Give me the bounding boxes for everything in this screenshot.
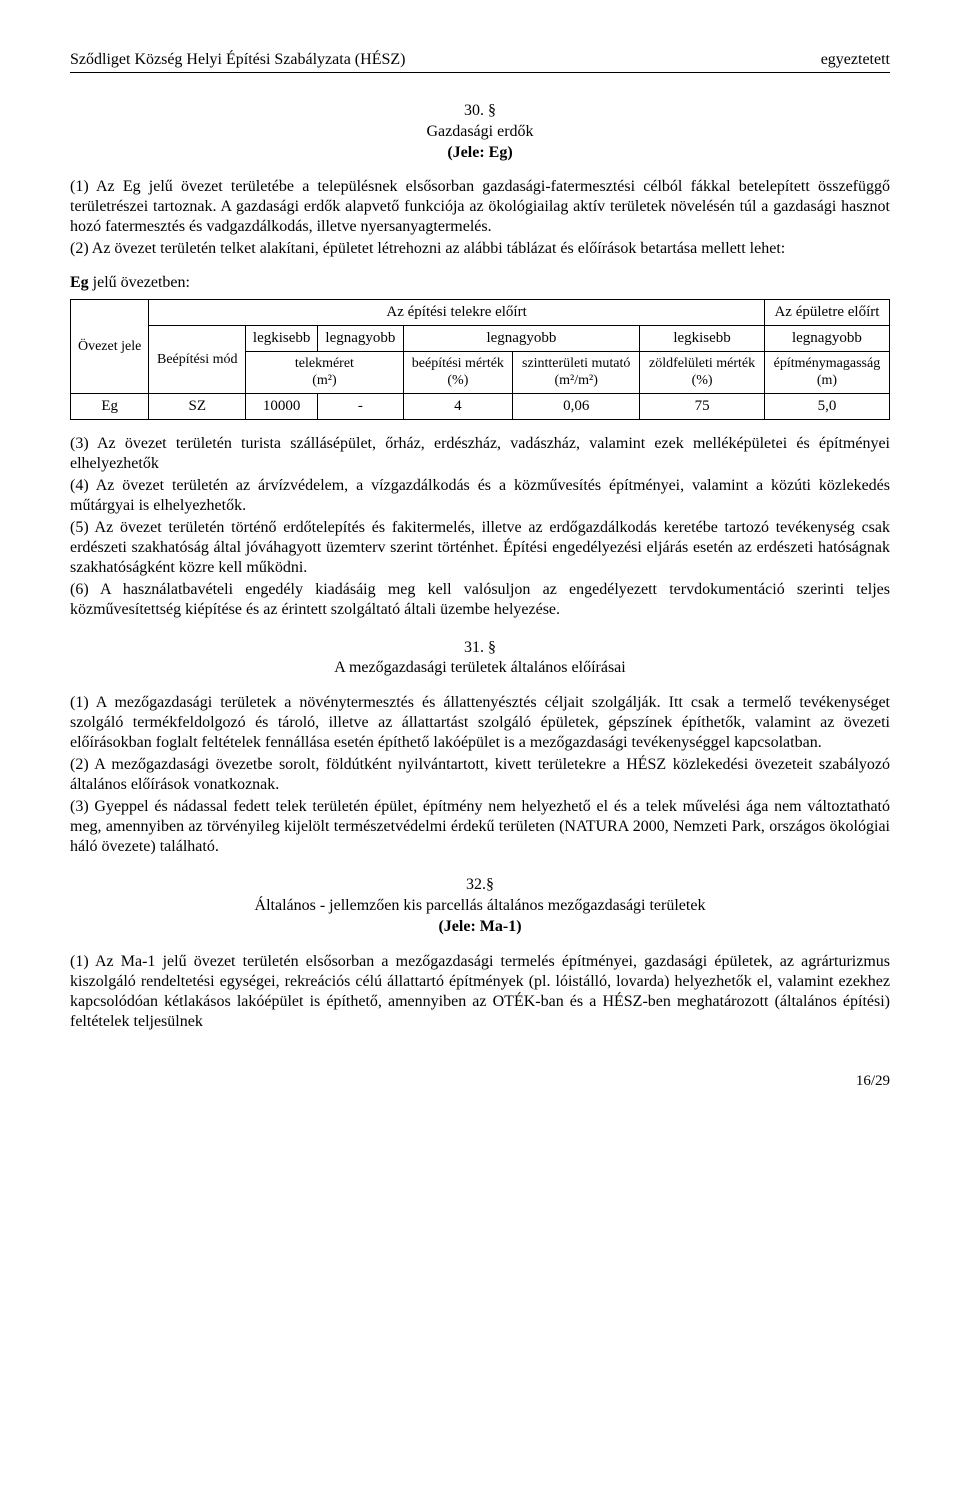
zone-table-eg: Övezet jele Az építési telekre előírt Az…	[70, 299, 890, 419]
col-legkisebb-2: legkisebb	[640, 326, 765, 352]
cell-zold-min: 75	[640, 393, 765, 419]
section-title-line1: Általános - jellemzően kis parcellás ált…	[70, 896, 890, 917]
telekmeret-label: telekméret	[295, 356, 354, 371]
col-beepitesi-mod: Beépítési mód	[149, 326, 246, 394]
col-beepitesi-mertek: beépítési mérték (%)	[403, 351, 512, 393]
telekmeret-unit: (m²)	[312, 373, 336, 388]
col-szintteruleti: szintterületi mutató (m²/m²)	[513, 351, 640, 393]
col-legnagyobb-3: legnagyobb	[764, 326, 889, 352]
table-caption-text: jelű övezetben:	[89, 274, 190, 291]
szint-label: szintterületi mutató	[522, 356, 630, 371]
cell-jele: Eg	[71, 393, 149, 419]
cell-szint: 0,06	[513, 393, 640, 419]
section-number: 31. §	[70, 638, 890, 659]
section-title-line1: Gazdasági erdők	[70, 122, 890, 143]
table-row: Eg SZ 10000 - 4 0,06 75 5,0	[71, 393, 890, 419]
table-caption-code: Eg	[70, 274, 89, 291]
col-legnagyobb-1: legnagyobb	[318, 326, 403, 352]
col-legnagyobb-2: legnagyobb	[403, 326, 640, 352]
section-31-heading: 31. § A mezőgazdasági területek általáno…	[70, 638, 890, 680]
s31-para-3: (3) Gyeppel és nádassal fedett telek ter…	[70, 797, 890, 857]
page-header: Sződliget Község Helyi Építési Szabályza…	[70, 50, 890, 73]
s30-para-5: (5) Az övezet területén történő erdőtele…	[70, 518, 890, 578]
s32-para-1: (1) Az Ma-1 jelű övezet területén elsőso…	[70, 952, 890, 1032]
zold-unit: (%)	[692, 373, 713, 388]
cell-mod: SZ	[149, 393, 246, 419]
section-title: A mezőgazdasági területek általános előí…	[70, 658, 890, 679]
cell-telek-min: 10000	[246, 393, 318, 419]
szint-unit: (m²/m²)	[554, 373, 597, 388]
beep-label: beépítési mérték	[412, 356, 504, 371]
zold-label: zöldfelületi mérték	[649, 356, 755, 371]
mag-unit: (m)	[817, 373, 837, 388]
table-caption: Eg jelű övezetben:	[70, 273, 890, 293]
section-title-line2: (Jele: Ma-1)	[70, 917, 890, 938]
col-epuletre: Az épületre előírt	[764, 300, 889, 326]
col-zoldfeluleti: zöldfelületi mérték (%)	[640, 351, 765, 393]
page-number: 16/29	[70, 1072, 890, 1091]
header-right: egyeztetett	[821, 50, 890, 70]
mag-label: építménymagasság	[774, 356, 881, 371]
cell-telek-max: -	[318, 393, 403, 419]
beep-unit: (%)	[447, 373, 468, 388]
s31-para-2: (2) A mezőgazdasági övezetbe sorolt, föl…	[70, 755, 890, 795]
col-telekre: Az építési telekre előírt	[149, 300, 765, 326]
s30-para-1: (1) Az Eg jelű övezet területébe a telep…	[70, 177, 890, 237]
s30-para-4: (4) Az övezet területén az árvízvédelem,…	[70, 476, 890, 516]
col-epitmenymagassag: építménymagasság (m)	[764, 351, 889, 393]
section-32-heading: 32.§ Általános - jellemzően kis parcellá…	[70, 875, 890, 937]
s30-para-6: (6) A használatbavételi engedély kiadásá…	[70, 580, 890, 620]
header-left: Sződliget Község Helyi Építési Szabályza…	[70, 50, 405, 70]
cell-mag-max: 5,0	[764, 393, 889, 419]
section-number: 30. §	[70, 101, 890, 122]
col-ovezet-jele: Övezet jele	[71, 300, 149, 394]
col-telekmeret: telekméret (m²)	[246, 351, 403, 393]
s31-para-1: (1) A mezőgazdasági területek a növényte…	[70, 693, 890, 753]
cell-beep-max: 4	[403, 393, 512, 419]
section-title-line2: (Jele: Eg)	[70, 143, 890, 164]
s30-para-3: (3) Az övezet területén turista szállásé…	[70, 434, 890, 474]
col-legkisebb-1: legkisebb	[246, 326, 318, 352]
section-number: 32.§	[70, 875, 890, 896]
table-row: Övezet jele Az építési telekre előírt Az…	[71, 300, 890, 326]
s30-para-2: (2) Az övezet területén telket alakítani…	[70, 239, 890, 259]
section-30-heading: 30. § Gazdasági erdők (Jele: Eg)	[70, 101, 890, 163]
table-row: Beépítési mód legkisebb legnagyobb legna…	[71, 326, 890, 352]
